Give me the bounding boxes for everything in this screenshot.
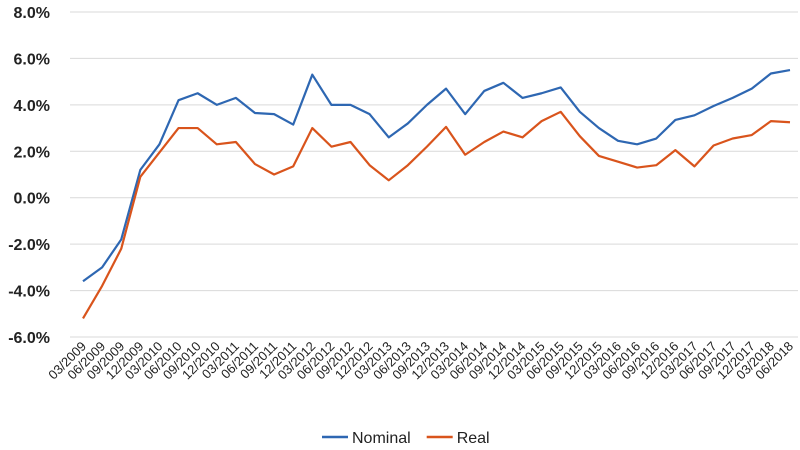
y-tick-label: -6.0%: [8, 330, 50, 347]
legend-label: Real: [457, 430, 490, 447]
y-tick-label: 0.0%: [14, 191, 50, 208]
y-tick-label: -2.0%: [8, 237, 50, 254]
series-line: [82, 110, 791, 319]
y-tick-label: 8.0%: [14, 5, 50, 22]
y-tick-label: -4.0%: [8, 284, 50, 301]
series-line: [82, 68, 791, 283]
y-tick-label: 6.0%: [14, 51, 50, 68]
y-tick-label: 4.0%: [14, 98, 50, 115]
legend-label: Nominal: [352, 430, 411, 447]
y-tick-label: 2.0%: [14, 144, 50, 161]
